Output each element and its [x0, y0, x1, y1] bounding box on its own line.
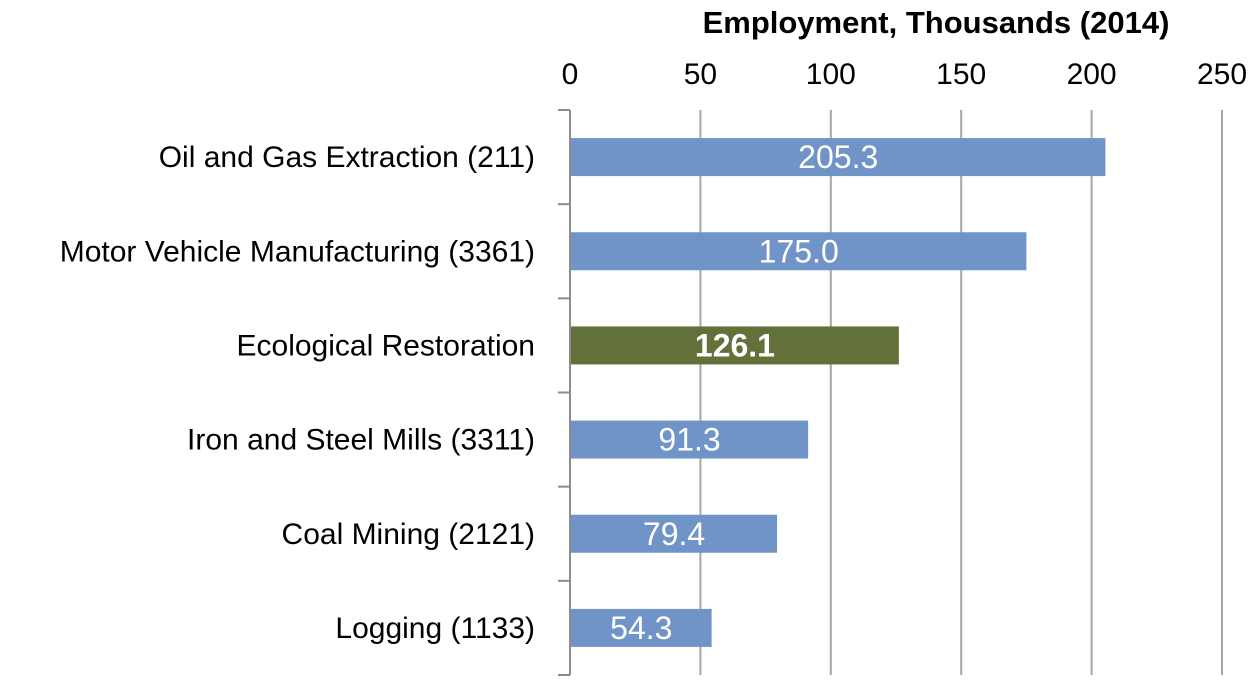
category-label: Motor Vehicle Manufacturing (3361)	[60, 235, 535, 268]
category-label: Logging (1133)	[335, 612, 535, 645]
chart-title: Employment, Thousands (2014)	[703, 5, 1170, 40]
bar	[571, 138, 1106, 177]
x-tick-label: 50	[684, 58, 717, 91]
gridlines	[699, 110, 1223, 675]
x-tick-label: 0	[562, 58, 579, 91]
bar	[571, 420, 809, 459]
x-tick-label: 100	[806, 58, 856, 91]
category-label: Iron and Steel Mills (3311)	[187, 424, 535, 457]
x-tick-label: 150	[936, 58, 986, 91]
x-tick-label: 200	[1067, 58, 1117, 91]
bars	[571, 138, 1106, 647]
category-label: Ecological Restoration	[237, 329, 536, 362]
bar	[571, 514, 778, 553]
data-labels: 205.3 175.0 126.1 91.3 79.4 54.3	[610, 139, 878, 646]
category-label: Coal Mining (2121)	[282, 518, 535, 551]
bar	[571, 326, 899, 365]
data-label: 54.3	[610, 610, 672, 646]
data-label: 79.4	[643, 516, 705, 552]
y-axis	[558, 109, 571, 676]
data-label: 126.1	[695, 327, 775, 363]
data-label: 175.0	[759, 233, 839, 269]
x-tick-label: 250	[1197, 58, 1247, 91]
bar	[571, 608, 712, 647]
data-label: 205.3	[798, 139, 878, 175]
category-labels: Oil and Gas Extraction (211) Motor Vehicl…	[60, 141, 535, 645]
x-axis-ticks: 0 50 100 150 200 250	[562, 58, 1247, 91]
bar	[571, 232, 1027, 271]
category-label: Oil and Gas Extraction (211)	[159, 141, 535, 174]
data-label: 91.3	[658, 422, 720, 458]
